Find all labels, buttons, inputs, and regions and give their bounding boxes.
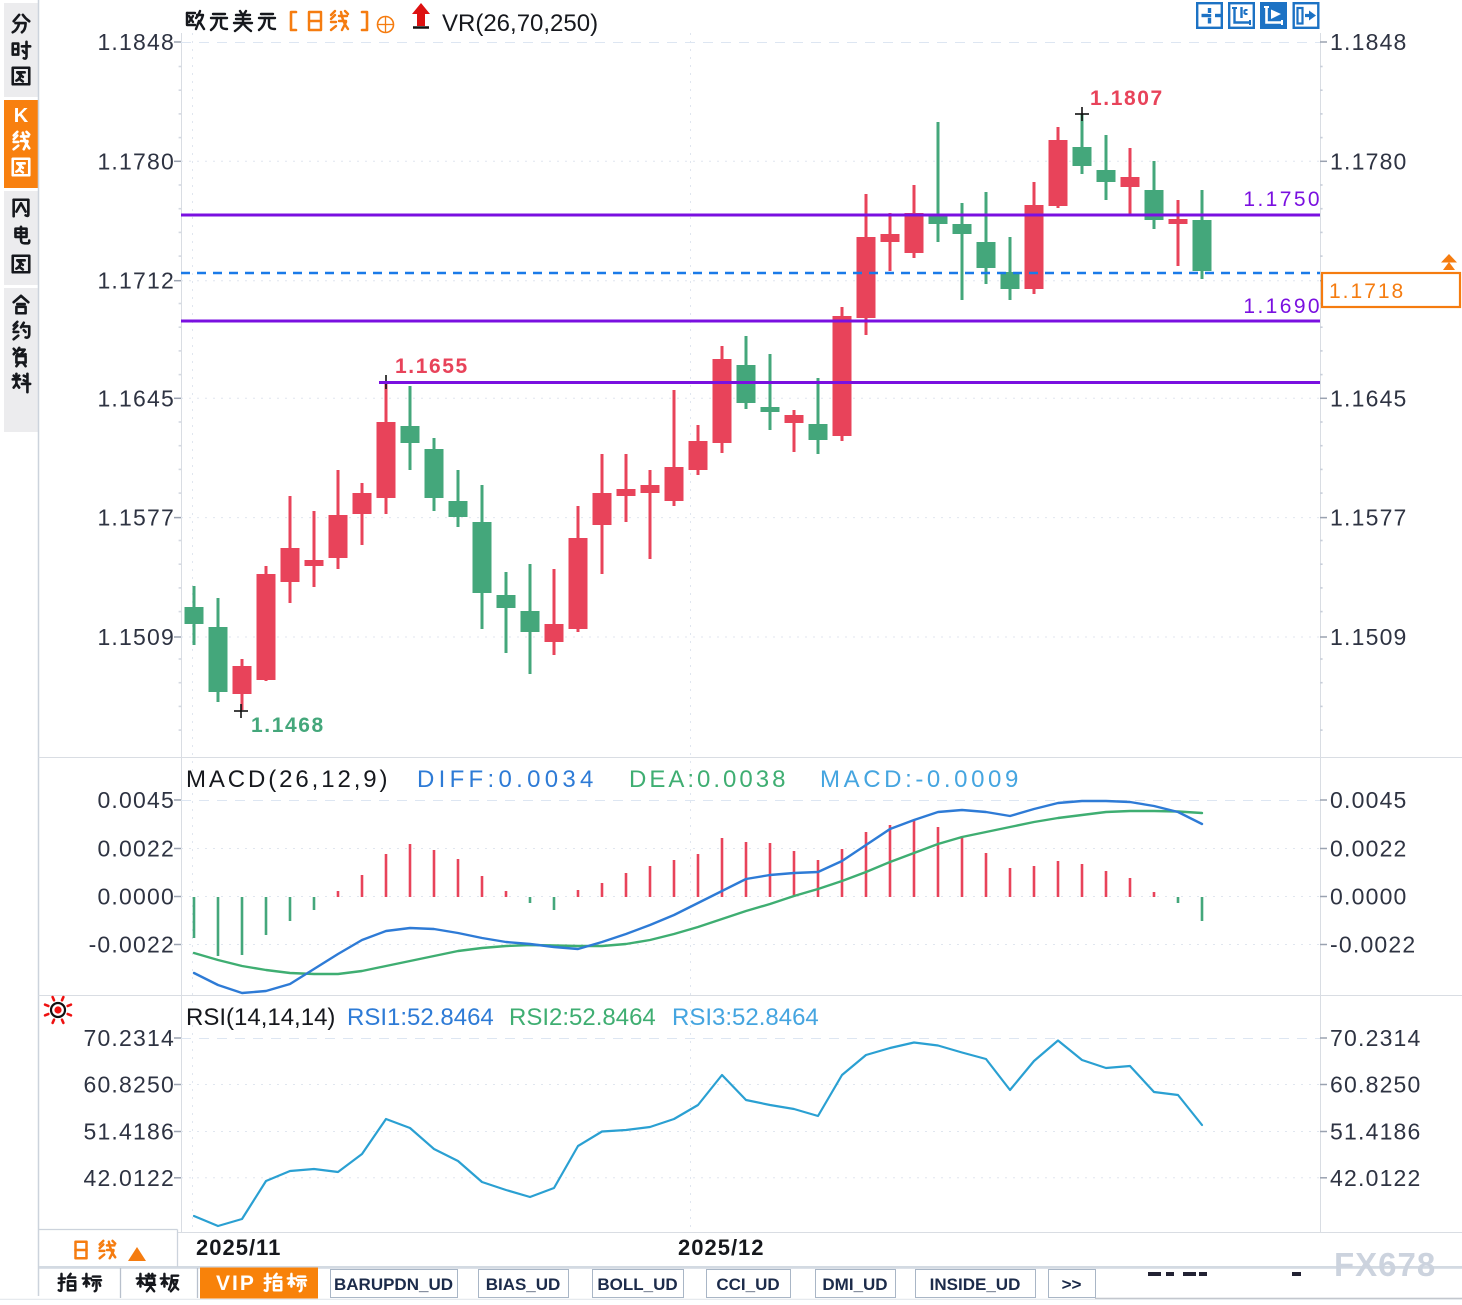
svg-text:DIFF:0.0034: DIFF:0.0034 [417, 766, 598, 793]
svg-text:0.0000: 0.0000 [97, 884, 175, 910]
svg-text:-0.0022: -0.0022 [1330, 932, 1416, 958]
svg-text:0.0045: 0.0045 [97, 787, 175, 813]
svg-text:1.1750: 1.1750 [1243, 188, 1322, 211]
svg-text:FX678: FX678 [1334, 1246, 1436, 1283]
svg-text:DMI_UD: DMI_UD [822, 1275, 887, 1294]
svg-text:DEA:0.0038: DEA:0.0038 [629, 766, 788, 793]
svg-text:1.1577: 1.1577 [1330, 505, 1408, 531]
svg-text:INSIDE_UD: INSIDE_UD [930, 1275, 1021, 1294]
svg-text:VIP: VIP [216, 1272, 256, 1295]
svg-text:RSI3:52.8464: RSI3:52.8464 [672, 1004, 819, 1031]
svg-text:51.4186: 51.4186 [83, 1119, 175, 1145]
svg-text:51.4186: 51.4186 [1330, 1119, 1422, 1145]
svg-text:0.0022: 0.0022 [97, 836, 175, 862]
svg-text:2025/11: 2025/11 [196, 1235, 281, 1260]
svg-text:1.1468: 1.1468 [251, 714, 325, 737]
svg-text:42.0122: 42.0122 [1330, 1165, 1422, 1191]
svg-text:0.0000: 0.0000 [1330, 884, 1408, 910]
svg-text:1.1690: 1.1690 [1243, 295, 1322, 318]
svg-text:-0.0022: -0.0022 [89, 932, 175, 958]
svg-text:CCI_UD: CCI_UD [716, 1275, 779, 1294]
svg-text:1.1718: 1.1718 [1329, 280, 1405, 303]
svg-text:60.8250: 60.8250 [83, 1072, 175, 1098]
svg-text:BIAS_UD: BIAS_UD [486, 1275, 561, 1294]
svg-text:0.0022: 0.0022 [1330, 836, 1408, 862]
svg-text:MACD:-0.0009: MACD:-0.0009 [820, 766, 1022, 793]
svg-text:1.1509: 1.1509 [1330, 624, 1408, 650]
svg-text:>>: >> [1062, 1275, 1082, 1294]
svg-text:K: K [14, 105, 29, 127]
svg-text:1.1807: 1.1807 [1090, 87, 1164, 110]
svg-text:BARUPDN_UD: BARUPDN_UD [334, 1275, 453, 1294]
svg-text:0.0045: 0.0045 [1330, 787, 1408, 813]
svg-text:60.8250: 60.8250 [1330, 1072, 1422, 1098]
svg-text:BOLL_UD: BOLL_UD [597, 1275, 677, 1294]
svg-text:1.1780: 1.1780 [1330, 148, 1408, 174]
svg-text:RSI1:52.8464: RSI1:52.8464 [347, 1004, 494, 1031]
svg-text:MACD(26,12,9): MACD(26,12,9) [186, 766, 390, 793]
svg-text:70.2314: 70.2314 [83, 1025, 175, 1051]
svg-text:1.1780: 1.1780 [97, 148, 175, 174]
svg-text:VR(26,70,250): VR(26,70,250) [442, 10, 598, 37]
svg-text:1.1577: 1.1577 [97, 505, 175, 531]
svg-text:1.1848: 1.1848 [1330, 29, 1408, 55]
svg-text:1.1645: 1.1645 [1330, 385, 1408, 411]
svg-text:1.1645: 1.1645 [97, 385, 175, 411]
svg-text:1.1848: 1.1848 [97, 29, 175, 55]
svg-text:RSI2:52.8464: RSI2:52.8464 [509, 1004, 656, 1031]
svg-text:1.1712: 1.1712 [97, 268, 175, 294]
svg-text:2025/12: 2025/12 [678, 1235, 765, 1260]
svg-text:1.1655: 1.1655 [395, 355, 469, 378]
svg-text:1.1509: 1.1509 [97, 624, 175, 650]
svg-text:70.2314: 70.2314 [1330, 1025, 1422, 1051]
svg-text:RSI(14,14,14): RSI(14,14,14) [186, 1004, 335, 1031]
svg-text:42.0122: 42.0122 [83, 1165, 175, 1191]
